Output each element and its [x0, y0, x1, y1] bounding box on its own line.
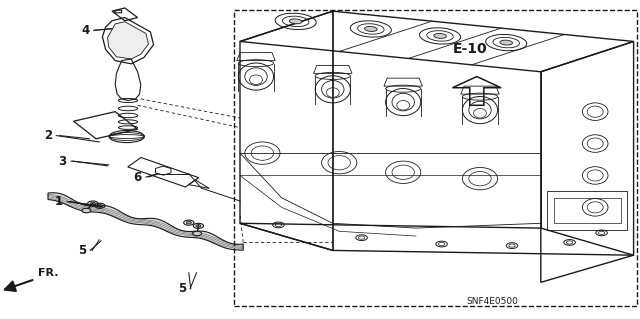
Ellipse shape — [193, 231, 202, 236]
Polygon shape — [108, 22, 148, 59]
Ellipse shape — [434, 33, 446, 38]
Text: 5: 5 — [78, 244, 86, 257]
Text: 1: 1 — [55, 195, 63, 208]
Text: SNF4E0500: SNF4E0500 — [467, 297, 519, 306]
Ellipse shape — [500, 40, 513, 45]
Ellipse shape — [186, 221, 191, 224]
Text: 5: 5 — [179, 282, 186, 295]
Ellipse shape — [97, 204, 102, 207]
Text: 2: 2 — [44, 129, 52, 142]
Text: E-10: E-10 — [453, 42, 488, 56]
Text: 6: 6 — [134, 171, 141, 183]
Ellipse shape — [365, 26, 377, 31]
Ellipse shape — [196, 225, 201, 227]
Ellipse shape — [90, 202, 95, 205]
Text: 4: 4 — [81, 24, 89, 37]
Ellipse shape — [82, 208, 91, 213]
Polygon shape — [48, 193, 243, 250]
Text: 3: 3 — [59, 155, 67, 167]
Text: FR.: FR. — [38, 268, 59, 278]
Ellipse shape — [289, 19, 302, 24]
